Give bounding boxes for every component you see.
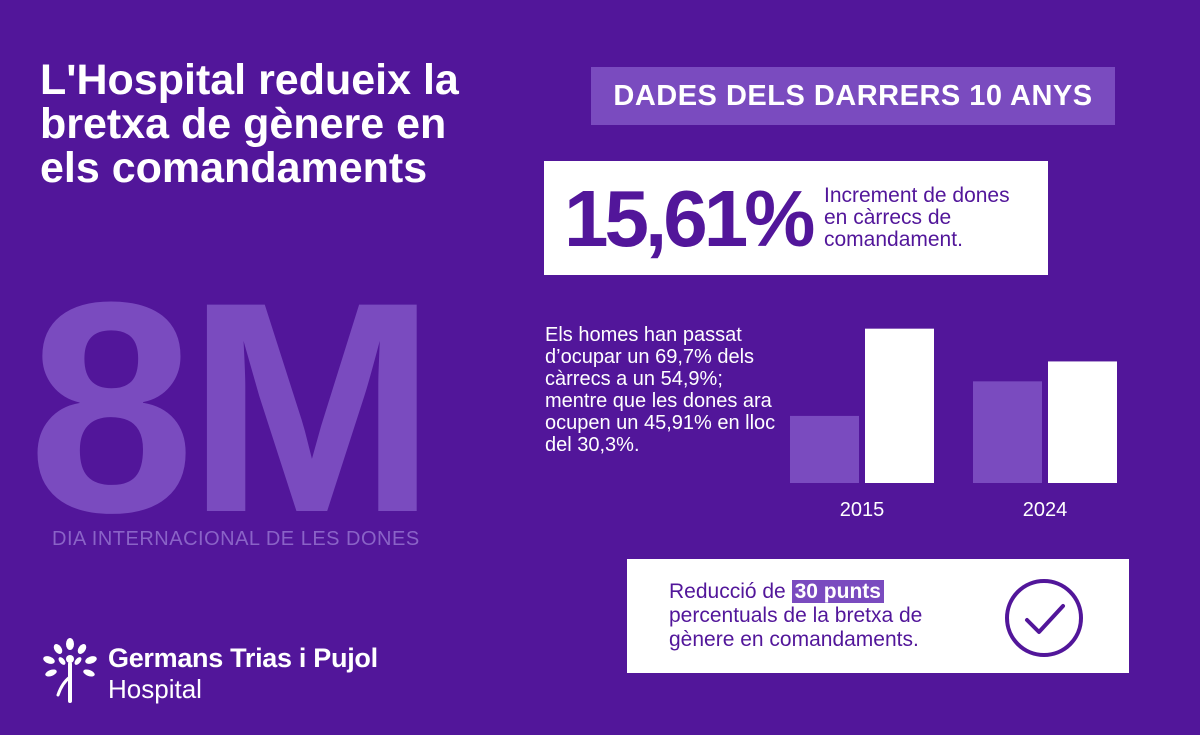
- brand-subtitle: Hospital: [108, 674, 202, 704]
- headline: L'Hospital redueix la bretxa de gènere e…: [40, 56, 459, 192]
- reduction-text: Reducció de 30 punts percentuals de la b…: [669, 580, 969, 652]
- brand-name: Germans Trias i Pujol: [108, 643, 378, 673]
- stat-card: 15,61% Increment de dones en càrrecs de …: [544, 161, 1048, 275]
- distribution-text: Els homes han passat d’ocupar un 69,7% d…: [545, 324, 776, 456]
- bar-2024-series-1: [973, 381, 1042, 483]
- stat-value: 15,61%: [564, 174, 815, 263]
- data-period-banner: DADES DELS DARRERS 10 ANYS: [591, 67, 1115, 125]
- bar-chart: 2015 2024: [790, 328, 1117, 521]
- reduction-highlight: 30 punts: [791, 580, 884, 603]
- stat-description: Increment de dones en càrrecs de comanda…: [824, 184, 1010, 251]
- event-subtitle: DIA INTERNACIONAL DE LES DONES: [52, 528, 420, 550]
- event-8m-label: 8M: [28, 239, 437, 575]
- reduction-prefix: Reducció de: [669, 580, 786, 603]
- bar-2015-series-1: [790, 415, 859, 483]
- x-tick-label-2024: 2024: [1023, 499, 1068, 521]
- bar-2015-series-2: [865, 328, 934, 483]
- checkmark-circle-icon: [1005, 579, 1083, 657]
- x-tick-label-2015: 2015: [840, 499, 885, 521]
- reduction-card: Reducció de 30 punts percentuals de la b…: [627, 559, 1129, 673]
- bar-2024-series-2: [1048, 361, 1117, 483]
- flower-figure-icon: [43, 638, 97, 703]
- reduction-suffix: percentuals de la bretxa de gènere en co…: [669, 604, 923, 651]
